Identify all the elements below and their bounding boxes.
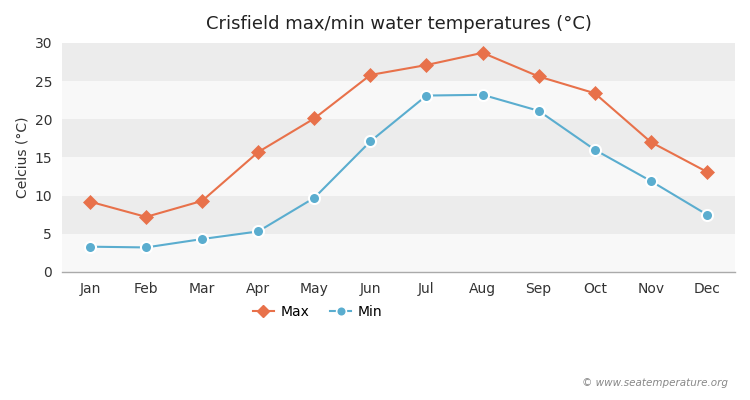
- Max: [422, 63, 431, 68]
- Min: [422, 93, 431, 98]
- Bar: [62, 81, 735, 119]
- Max: [142, 214, 151, 219]
- Min: [534, 108, 543, 113]
- Max: [590, 91, 599, 96]
- Min: [646, 179, 656, 184]
- Min: [310, 196, 319, 200]
- Max: [254, 150, 262, 154]
- Min: [703, 212, 712, 217]
- Min: [366, 139, 375, 144]
- Bar: [62, 157, 735, 196]
- Max: [310, 116, 319, 121]
- Bar: [62, 43, 735, 81]
- Max: [646, 140, 656, 144]
- Max: [198, 198, 207, 203]
- Bar: [62, 119, 735, 157]
- Title: Crisfield max/min water temperatures (°C): Crisfield max/min water temperatures (°C…: [206, 15, 592, 33]
- Max: [703, 170, 712, 174]
- Min: [254, 229, 262, 234]
- Min: [142, 245, 151, 250]
- Text: © www.seatemperature.org: © www.seatemperature.org: [581, 378, 728, 388]
- Min: [198, 237, 207, 242]
- Max: [366, 72, 375, 77]
- Y-axis label: Celcius (°C): Celcius (°C): [15, 117, 29, 198]
- Max: [478, 50, 487, 55]
- Legend: Max, Min: Max, Min: [248, 299, 388, 324]
- Max: [534, 74, 543, 79]
- Min: [590, 147, 599, 152]
- Bar: [62, 196, 735, 234]
- Line: Max: Max: [85, 48, 712, 222]
- Line: Min: Min: [85, 89, 712, 253]
- Bar: [62, 234, 735, 272]
- Max: [86, 199, 94, 204]
- Min: [478, 92, 487, 97]
- Min: [86, 244, 94, 249]
